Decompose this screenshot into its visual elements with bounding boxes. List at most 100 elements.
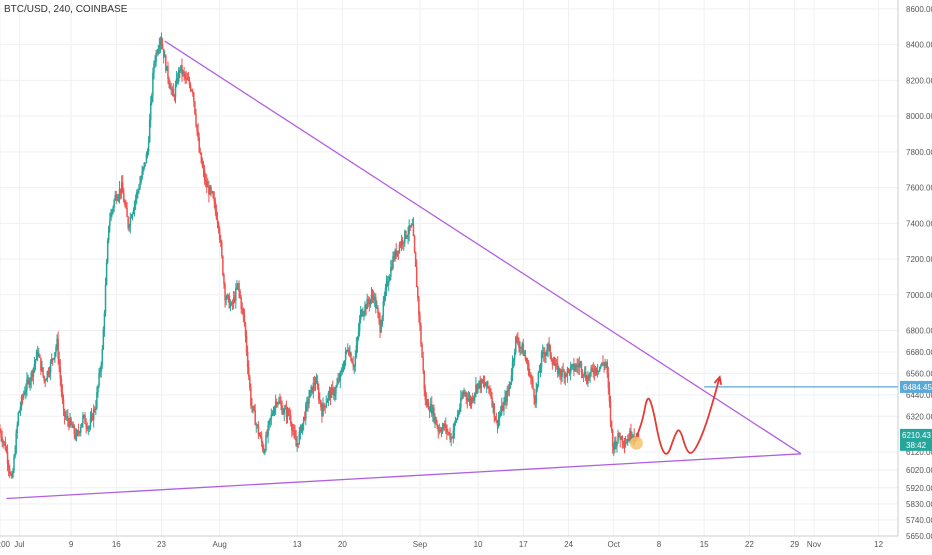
candle-body: [368, 302, 371, 305]
candle-body: [326, 399, 329, 403]
candle-body: [362, 314, 364, 316]
candle-body: [182, 71, 184, 75]
candle-body: [167, 66, 169, 79]
candle-body: [190, 90, 193, 92]
candle-body: [187, 79, 190, 81]
candle-body: [386, 281, 389, 285]
candle-body: [263, 449, 265, 453]
price-axis[interactable]: 8600.00 8400.00 8200.00 8000.00 7800.00 7600.…: [897, 0, 932, 541]
candle-body: [637, 433, 640, 438]
candle-body: [489, 388, 491, 392]
candle-body: [422, 357, 424, 371]
trendline[interactable]: [6, 453, 802, 500]
candle-body: [419, 315, 421, 326]
candle-body: [129, 217, 132, 227]
candle-body: [587, 376, 589, 384]
candle-body: [300, 426, 303, 432]
grid: [0, 0, 898, 537]
candle-body: [243, 315, 246, 324]
candle-body: [278, 400, 280, 404]
candle-body: [563, 371, 565, 378]
candle-body: [250, 387, 252, 406]
candle-body: [200, 152, 203, 163]
candle-body: [357, 330, 360, 338]
candle-body: [558, 368, 560, 374]
projection-path[interactable]: [634, 376, 721, 455]
candle-body: [598, 366, 601, 371]
candle-body: [610, 420, 613, 430]
candle-body: [162, 48, 165, 58]
candle-body: [493, 403, 495, 417]
candle-body: [67, 416, 69, 422]
candle-body: [149, 102, 152, 120]
candle-body: [383, 296, 386, 302]
candle-body: [481, 379, 484, 383]
candle-body: [608, 387, 611, 402]
candle-body: [540, 352, 543, 367]
candle-body: [366, 299, 368, 310]
candle-body: [11, 474, 13, 478]
candle-body: [597, 370, 600, 372]
candle-body: [495, 420, 498, 422]
candle-body: [264, 450, 266, 453]
candle-body: [184, 74, 186, 78]
candle-body: [298, 432, 301, 444]
candle-body: [139, 182, 141, 190]
candle-body: [491, 397, 493, 407]
candle-body: [177, 69, 180, 82]
time-tick-label: Nov: [807, 540, 821, 549]
current-price-tag[interactable]: [900, 428, 932, 451]
candle-body: [517, 338, 519, 344]
candle-body: [504, 396, 506, 402]
candle-body: [492, 403, 494, 407]
candle-body: [570, 364, 573, 367]
candle-body: [235, 288, 237, 301]
candle-body: [302, 416, 305, 424]
candle-body: [351, 360, 353, 364]
candle-body: [205, 181, 208, 188]
highlight-marker[interactable]: [629, 436, 643, 450]
candle-body: [155, 52, 157, 62]
candle-body: [399, 244, 402, 246]
trendline[interactable]: [164, 40, 802, 455]
candle-body: [0, 431, 2, 438]
candle-body: [329, 390, 332, 398]
candle-body: [385, 281, 388, 289]
candle-body: [156, 52, 158, 54]
drawings[interactable]: [6, 40, 898, 500]
candle-body: [90, 414, 93, 419]
candle-body: [604, 363, 606, 367]
candle-body: [175, 78, 178, 86]
candle-body: [331, 387, 334, 389]
candle-body: [174, 85, 177, 98]
candle-body: [361, 309, 363, 316]
candle-body: [589, 372, 591, 378]
candle-body: [620, 436, 623, 440]
candle-body: [117, 196, 120, 199]
candle-body: [607, 373, 610, 388]
candle-body: [147, 142, 150, 152]
candle-body: [327, 392, 330, 400]
candle-body: [32, 368, 35, 377]
candle-body: [477, 383, 479, 390]
candle-body: [203, 170, 206, 181]
candle-body: [527, 362, 530, 375]
time-tick-label: 9: [69, 540, 74, 549]
candle-body: [69, 418, 71, 427]
candle-body: [197, 130, 199, 138]
candle-body: [111, 210, 113, 214]
candle-body: [452, 430, 455, 438]
candle-body: [185, 77, 188, 79]
level-price-tag[interactable]: [900, 380, 932, 393]
time-tick-label: 12: [874, 540, 883, 549]
candle-body: [30, 372, 32, 381]
candle-body: [163, 55, 166, 58]
candle-body: [216, 218, 219, 223]
candle-body: [594, 367, 597, 374]
candle-body: [435, 417, 437, 425]
candle-body: [367, 299, 369, 303]
price-tick-label: 6120.00: [906, 448, 932, 457]
